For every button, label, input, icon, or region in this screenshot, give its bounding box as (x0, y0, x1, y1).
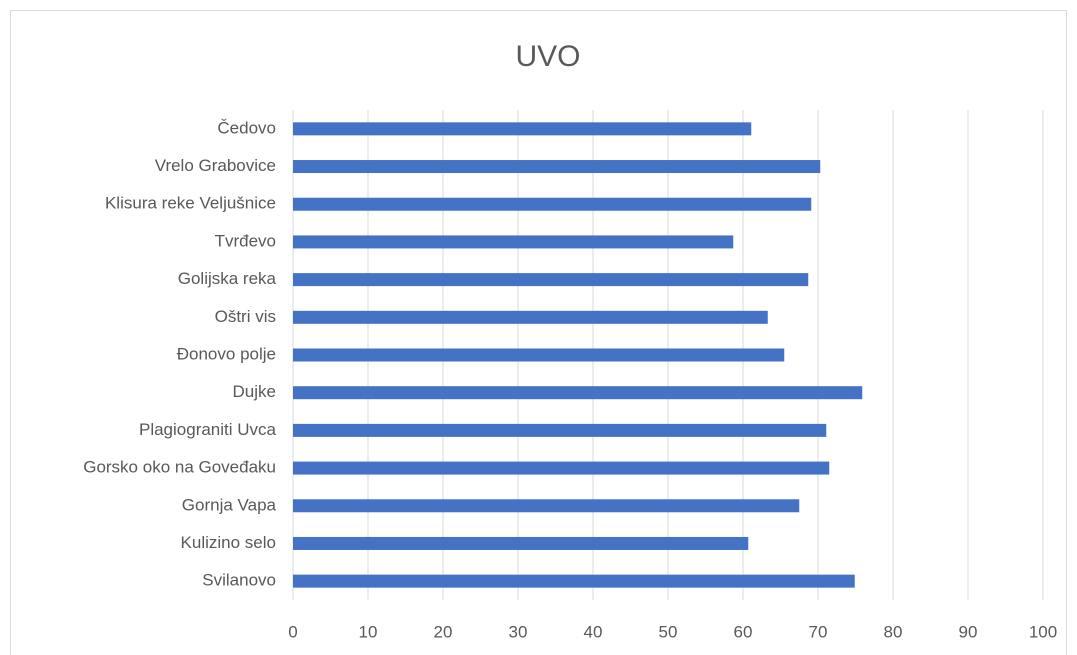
bar (293, 160, 821, 174)
bar (293, 235, 734, 249)
x-tick-label: 70 (809, 622, 828, 641)
y-tick-label: Golijska reka (178, 269, 277, 288)
y-tick-label: Dujke (233, 382, 276, 401)
x-tick-label: 50 (659, 622, 678, 641)
y-tick-label: Tvrđevo (215, 231, 276, 250)
x-tick-label: 30 (509, 622, 528, 641)
y-tick-label: Gornja Vapa (182, 495, 277, 514)
bar (293, 499, 800, 513)
y-tick-label: Plagiograniti Uvca (139, 420, 277, 439)
chart-border (10, 10, 1067, 655)
y-tick-label: Đonovo polje (177, 344, 276, 363)
y-tick-label: Čedovo (217, 118, 276, 137)
x-tick-label: 40 (584, 622, 603, 641)
chart-title: UVO (515, 40, 580, 73)
x-tick-label: 80 (884, 622, 903, 641)
x-tick-label: 60 (734, 622, 753, 641)
bar (293, 386, 863, 400)
y-tick-label: Svilanovo (202, 571, 276, 590)
y-tick-label: Kulizino selo (181, 533, 276, 552)
y-tick-label: Klisura reke Veljušnice (105, 194, 276, 213)
y-tick-label: Vrelo Grabovice (155, 156, 276, 175)
bar (293, 122, 752, 136)
bar (293, 273, 809, 287)
bar (293, 536, 749, 550)
bar (293, 461, 830, 475)
bar (293, 197, 812, 211)
x-tick-label: 20 (434, 622, 453, 641)
x-tick-label: 90 (959, 622, 978, 641)
y-tick-label: Oštri vis (215, 307, 276, 326)
x-tick-label: 10 (359, 622, 378, 641)
bar (293, 423, 827, 437)
bar (293, 574, 855, 588)
x-tick-label: 0 (288, 622, 297, 641)
y-tick-label: Gorsko oko na Goveđaku (83, 458, 276, 477)
x-tick-label: 100 (1029, 622, 1057, 641)
bar (293, 348, 785, 362)
bar (293, 310, 768, 324)
